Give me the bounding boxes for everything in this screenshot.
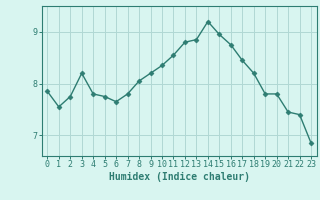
X-axis label: Humidex (Indice chaleur): Humidex (Indice chaleur) (109, 172, 250, 182)
